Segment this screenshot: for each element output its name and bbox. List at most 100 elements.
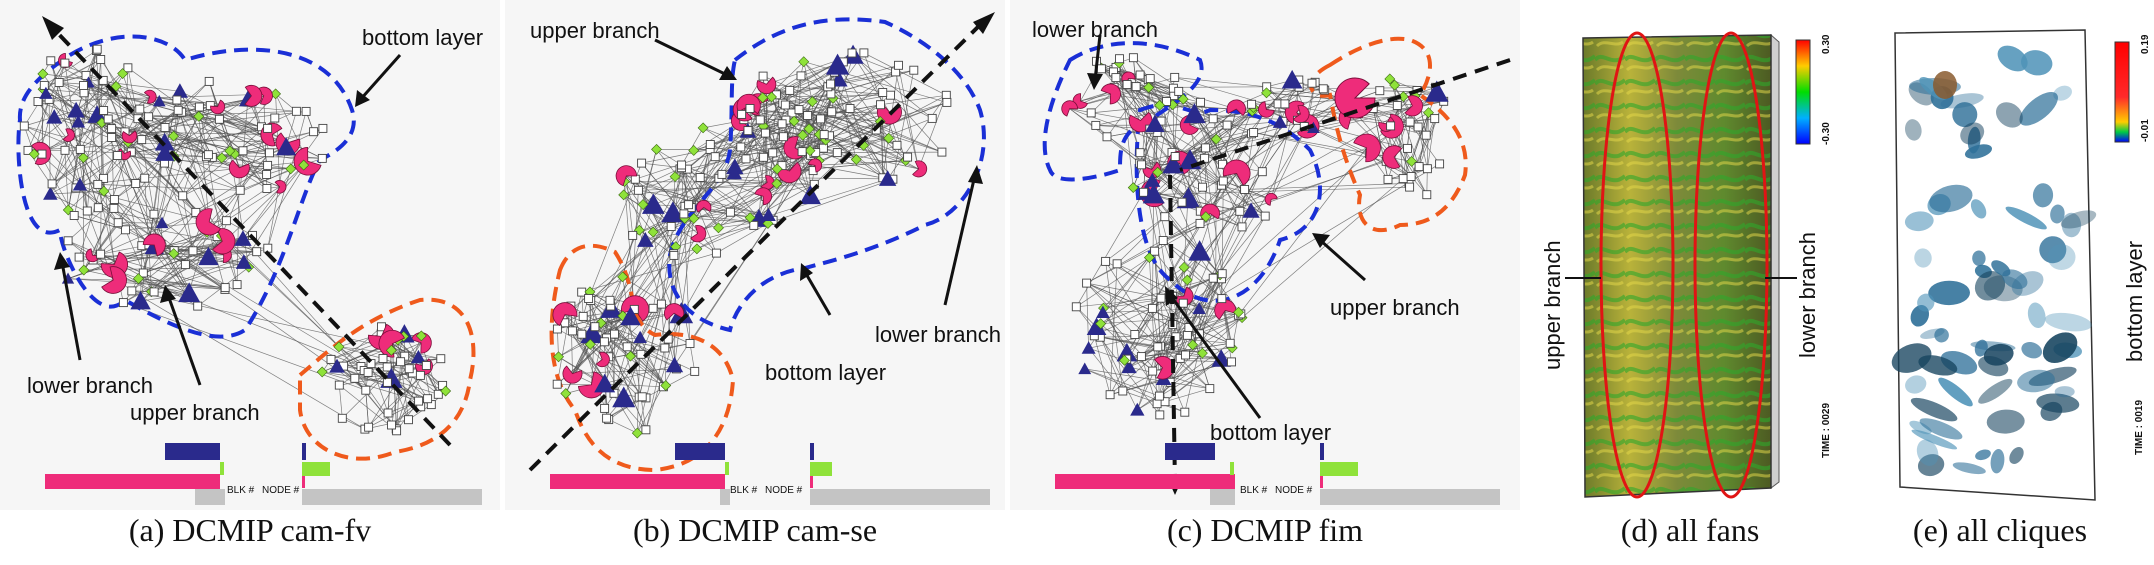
graph-edge — [622, 149, 657, 277]
diamond-node — [1177, 93, 1189, 105]
graph-edge — [1084, 368, 1160, 397]
graph-edge — [1141, 302, 1184, 357]
pie-node — [690, 224, 707, 243]
square-node — [876, 100, 885, 110]
square-node — [178, 191, 188, 201]
square-node — [777, 119, 787, 129]
square-node — [392, 426, 402, 436]
diamond-node — [637, 199, 649, 210]
volume-box-face — [1583, 35, 1771, 497]
square-node — [361, 385, 371, 395]
graph-edge — [696, 225, 754, 250]
diamond-node — [415, 330, 427, 342]
diamond-node — [691, 243, 703, 255]
square-node — [194, 102, 204, 112]
pie-node — [143, 89, 157, 104]
graph-edge — [613, 334, 615, 394]
clique-blob — [2021, 50, 2053, 76]
square-node — [423, 394, 433, 404]
square-node — [636, 349, 646, 359]
square-node — [1155, 410, 1165, 420]
graph-edge — [734, 132, 766, 168]
graph-edge — [876, 102, 948, 131]
clique-blob — [2047, 244, 2076, 270]
graph-edge — [667, 246, 677, 340]
square-node — [605, 295, 615, 305]
graph-edge — [64, 149, 213, 158]
graph-edge — [689, 343, 696, 372]
square-node — [135, 104, 145, 114]
square-node — [755, 115, 765, 125]
orange-region-outline — [1309, 36, 1468, 233]
graph-edge — [718, 102, 784, 179]
diamond-node — [285, 163, 297, 175]
square-node — [204, 76, 214, 86]
graph-edge — [664, 347, 667, 386]
square-node — [679, 209, 689, 219]
graph-edge — [164, 111, 307, 128]
square-node — [123, 63, 133, 73]
square-node — [886, 90, 895, 100]
graph-edge — [1105, 261, 1161, 347]
graph-edge — [118, 222, 229, 244]
diamond-node — [1119, 354, 1130, 366]
graph-edge — [1133, 57, 1137, 87]
diamond-node — [133, 273, 144, 284]
graph-edge — [1169, 310, 1226, 383]
clique-blob — [1919, 418, 1963, 440]
triangle-node — [46, 109, 63, 124]
square-node — [796, 71, 806, 81]
diamond-node — [850, 154, 862, 165]
graph-edge — [187, 232, 208, 297]
clique-blob — [1978, 355, 2009, 377]
diamond-node — [803, 123, 815, 135]
square-node — [46, 56, 56, 66]
histogram-bar — [810, 443, 814, 460]
graph-edge — [1169, 317, 1243, 383]
square-node — [54, 78, 64, 87]
graph-edge — [630, 303, 662, 357]
graph-edge — [151, 262, 245, 293]
graph-edge — [77, 121, 88, 212]
histogram-bar — [1320, 462, 1358, 476]
graph-edge — [1162, 273, 1223, 368]
graph-edge — [23, 125, 35, 155]
square-node — [172, 95, 182, 105]
square-node — [99, 106, 109, 115]
square-node — [637, 392, 647, 402]
graph-edges — [1069, 57, 1445, 416]
square-node — [127, 286, 137, 296]
square-node — [666, 222, 676, 231]
square-node — [378, 354, 388, 363]
pie-node — [378, 329, 406, 358]
square-node — [826, 79, 836, 89]
vertical-label: bottom layer — [2122, 241, 2147, 362]
graph-edge — [131, 290, 190, 294]
graph-nodes — [1061, 53, 1449, 420]
graph-edge — [164, 126, 262, 154]
diamond-node — [584, 338, 596, 350]
graph-cam-se: upper branch lower branch bottom layer B… — [528, 12, 1001, 505]
square-node — [173, 105, 183, 115]
square-node — [818, 143, 828, 153]
square-node — [685, 339, 695, 348]
square-node — [797, 147, 807, 157]
square-node — [63, 236, 73, 246]
pie-node — [1382, 145, 1403, 169]
graph-edge — [1164, 388, 1210, 403]
square-node — [705, 140, 715, 149]
square-node — [1170, 72, 1180, 82]
diamond-node — [78, 264, 90, 276]
clique-blob — [2005, 206, 2047, 230]
triangle-node — [234, 230, 252, 246]
graph-edge — [51, 109, 179, 185]
clique-blob — [2019, 92, 2058, 126]
histogram-bar — [550, 474, 725, 489]
graph-edge — [1096, 326, 1203, 354]
graph-edge — [1212, 121, 1284, 279]
graph-edge — [641, 149, 711, 164]
graph-edge — [1183, 180, 1224, 297]
graph-edge — [79, 184, 163, 224]
graph-edge — [141, 165, 268, 246]
graph-edge — [387, 375, 421, 414]
